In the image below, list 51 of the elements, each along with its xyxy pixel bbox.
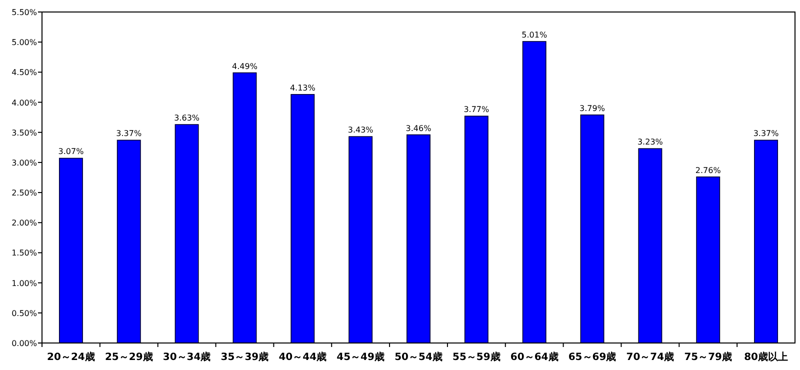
y-tick-label: 3.50% (12, 128, 38, 138)
y-tick-label: 0.00% (12, 339, 38, 348)
x-tick-label: 80歳以上 (744, 351, 788, 363)
data-label: 3.37% (116, 129, 142, 138)
bar (522, 41, 546, 344)
y-tick-label: 3.00% (12, 158, 38, 168)
y-tick-label: 1.50% (12, 248, 38, 258)
x-tick-label: 35～39歳 (220, 351, 269, 363)
bar (116, 140, 141, 344)
data-label: 3.79% (580, 104, 606, 113)
x-tick-label: 55～59歳 (452, 351, 500, 363)
data-label: 3.46% (406, 124, 432, 133)
bar (174, 124, 199, 344)
data-label: 4.49% (232, 62, 258, 71)
x-tick-label: 75～79歳 (684, 351, 732, 363)
x-tick-label: 45～49歳 (336, 351, 384, 363)
x-tick-label: 65～69歳 (568, 351, 616, 363)
x-tick-label: 20～24歳 (47, 351, 95, 363)
x-tick-label: 30～34歳 (162, 351, 211, 363)
bar (58, 158, 83, 344)
bar (696, 176, 720, 344)
data-label: 3.43% (348, 126, 374, 135)
x-tick-label: 70～74歳 (626, 351, 674, 363)
x-tick-label: 60～64歳 (510, 351, 558, 363)
data-label: 3.77% (464, 105, 490, 114)
data-label: 3.07% (58, 147, 84, 156)
x-tick-label: 50～54歳 (394, 351, 442, 363)
bar (638, 148, 662, 344)
y-tick-label: 4.00% (12, 98, 38, 108)
bar (464, 116, 488, 344)
y-tick-label: 1.00% (12, 278, 38, 288)
y-tick-label: 2.00% (12, 218, 38, 228)
data-label: 3.37% (753, 129, 780, 138)
bar (232, 72, 257, 344)
data-label: 3.63% (174, 114, 200, 123)
y-tick-label: 5.50% (12, 8, 38, 17)
bar (406, 134, 430, 344)
y-tick-label: 5.00% (12, 38, 38, 48)
bar (290, 94, 315, 344)
x-tick-label: 25～29歳 (104, 351, 153, 363)
bar (348, 136, 373, 344)
bar (580, 114, 604, 344)
x-tick-label: 40～44歳 (278, 351, 327, 363)
y-tick-label: 4.50% (12, 68, 38, 78)
data-label: 5.01% (522, 30, 548, 40)
data-label: 2.76% (695, 166, 722, 175)
y-tick-label: 0.50% (12, 308, 38, 318)
bar (754, 140, 778, 344)
data-label: 3.23% (637, 138, 664, 147)
y-tick-label: 2.50% (12, 188, 38, 198)
data-label: 4.13% (290, 83, 316, 92)
